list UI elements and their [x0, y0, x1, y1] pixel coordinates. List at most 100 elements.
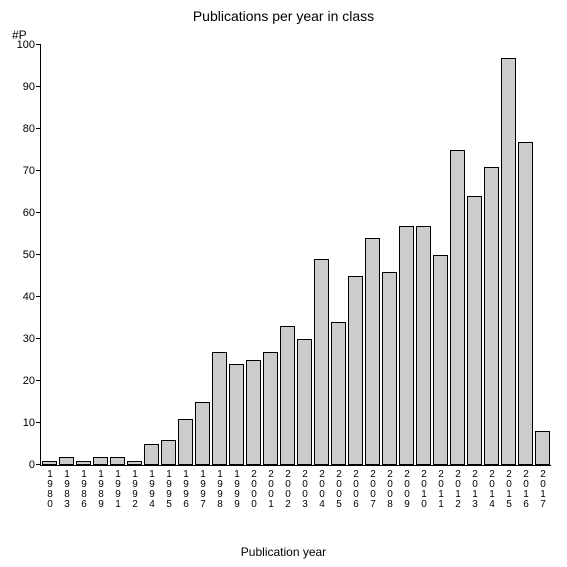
xtick-label: 1995 [164, 469, 174, 509]
bar [331, 322, 347, 465]
xtick-label: 2000 [249, 469, 259, 509]
bar [161, 440, 177, 465]
bar-slot: 2000 [245, 45, 262, 465]
bar-slot: 2007 [364, 45, 381, 465]
xtick-label: 2009 [402, 469, 412, 509]
bar [297, 339, 313, 465]
bar-slot: 2009 [398, 45, 415, 465]
bar [467, 196, 483, 465]
xtick-label: 2011 [436, 469, 446, 509]
bar [110, 457, 126, 465]
bar-slot: 2016 [517, 45, 534, 465]
bar-slot: 2006 [347, 45, 364, 465]
bar-slot: 2011 [432, 45, 449, 465]
bar [212, 352, 228, 465]
xtick-label: 1996 [181, 469, 191, 509]
bar-slot: 1994 [143, 45, 160, 465]
bar [42, 461, 58, 465]
bar [246, 360, 262, 465]
bar [399, 226, 415, 465]
xtick-label: 2016 [521, 469, 531, 509]
ytick-label: 20 [23, 375, 41, 387]
bar-slot: 2010 [415, 45, 432, 465]
xtick-label: 2005 [334, 469, 344, 509]
ytick-label: 80 [23, 123, 41, 135]
xtick-label: 2006 [351, 469, 361, 509]
xtick-label: 2001 [266, 469, 276, 509]
bar-slot: 2013 [466, 45, 483, 465]
bar [348, 276, 364, 465]
bar [382, 272, 398, 465]
bar-slot: 2001 [262, 45, 279, 465]
bar-slot: 2003 [296, 45, 313, 465]
xtick-label: 1994 [147, 469, 157, 509]
bar [501, 58, 517, 465]
bar-slot: 1995 [160, 45, 177, 465]
xtick-label: 2007 [368, 469, 378, 509]
bar-slot: 1989 [92, 45, 109, 465]
bar [535, 431, 551, 465]
bar-slot: 1986 [75, 45, 92, 465]
bar [450, 150, 466, 465]
bar-slot: 2004 [313, 45, 330, 465]
bar [229, 364, 245, 465]
ytick-label: 50 [23, 249, 41, 261]
xtick-label: 2017 [538, 469, 548, 509]
bars-group: 1980198319861989199119921994199519961997… [41, 45, 551, 465]
xtick-label: 1992 [130, 469, 140, 509]
bar-slot: 1983 [58, 45, 75, 465]
bar [144, 444, 160, 465]
xtick-label: 2003 [300, 469, 310, 509]
ytick-label: 90 [23, 81, 41, 93]
bar-slot: 2017 [534, 45, 551, 465]
xtick-label: 1997 [198, 469, 208, 509]
bar [127, 461, 143, 465]
bar [365, 238, 381, 465]
bar-slot: 2015 [500, 45, 517, 465]
xtick-label: 1989 [96, 469, 106, 509]
xtick-label: 1983 [62, 469, 72, 509]
bar-slot: 1991 [109, 45, 126, 465]
bar-slot: 2014 [483, 45, 500, 465]
xtick-label: 2004 [317, 469, 327, 509]
bar-slot: 1992 [126, 45, 143, 465]
bar-slot: 2002 [279, 45, 296, 465]
ytick-label: 10 [23, 417, 41, 429]
bar [484, 167, 500, 465]
bar [59, 457, 75, 465]
bar [314, 259, 330, 465]
ytick-label: 100 [17, 39, 41, 51]
chart-title: Publications per year in class [0, 8, 567, 24]
xtick-label: 2010 [419, 469, 429, 509]
xtick-label: 2015 [504, 469, 514, 509]
ytick-label: 70 [23, 165, 41, 177]
bar [263, 352, 279, 465]
bar [416, 226, 432, 465]
bar-slot: 2005 [330, 45, 347, 465]
bar-slot: 1980 [41, 45, 58, 465]
xtick-label: 1980 [45, 469, 55, 509]
bar [76, 461, 92, 465]
xtick-label: 1991 [113, 469, 123, 509]
bar-slot: 2008 [381, 45, 398, 465]
ytick-label: 60 [23, 207, 41, 219]
xtick-label: 2013 [470, 469, 480, 509]
plot-area: 0102030405060708090100 19801983198619891… [40, 45, 551, 466]
ytick-label: 0 [29, 459, 41, 471]
bar [178, 419, 194, 465]
bar-slot: 1996 [177, 45, 194, 465]
xtick-label: 2014 [487, 469, 497, 509]
xtick-label: 1998 [215, 469, 225, 509]
bar-slot: 2012 [449, 45, 466, 465]
bar [518, 142, 534, 465]
xtick-label: 1999 [232, 469, 242, 509]
bar-slot: 1998 [211, 45, 228, 465]
chart-container: Publications per year in class #P 010203… [0, 0, 567, 567]
xtick-label: 2008 [385, 469, 395, 509]
x-axis-label: Publication year [0, 545, 567, 559]
bar [93, 457, 109, 465]
xtick-label: 1986 [79, 469, 89, 509]
ytick-label: 40 [23, 291, 41, 303]
xtick-label: 2012 [453, 469, 463, 509]
bar [280, 326, 296, 465]
